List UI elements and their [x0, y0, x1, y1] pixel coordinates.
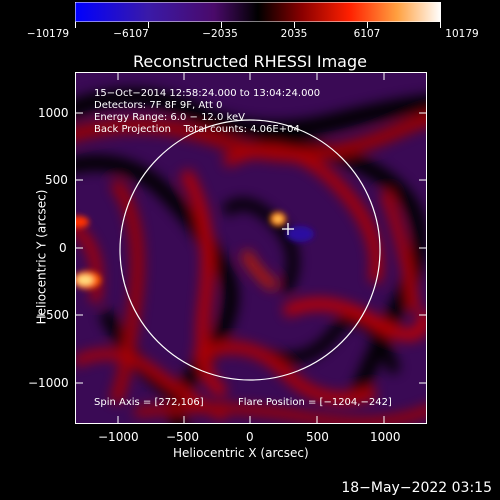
image-title: Reconstructed RHESSI Image — [133, 52, 367, 71]
x-tick-label: −1000 — [98, 430, 139, 444]
x-axis-label: Heliocentric X (arcsec) — [173, 446, 309, 460]
info-detectors: Detectors: 7F 8F 9F, Att 0 — [94, 100, 223, 111]
colorbar-tick-label: 6107 — [353, 28, 381, 40]
spin-axis-label: Spin Axis = [272,106] — [94, 397, 204, 408]
y-tick-label: −1000 — [28, 376, 69, 390]
y-axis-label: Heliocentric Y (arcsec) — [34, 189, 49, 325]
colorbar-tick-label: 2035 — [280, 28, 308, 40]
y-tick-label: 500 — [45, 173, 68, 187]
x-tick-label: −500 — [166, 430, 199, 444]
y-tick-label: 1000 — [38, 106, 69, 120]
colorbar-tick-label: 10179 — [445, 28, 479, 40]
colorbar-gradient — [75, 2, 441, 22]
colorbar-tick-label: −10179 — [26, 28, 70, 40]
x-tick-label: 500 — [306, 430, 329, 444]
colorbar-tick-label: −2035 — [202, 28, 238, 40]
x-tick-label: 0 — [246, 430, 254, 444]
info-time-range: 15−Oct−2014 12:58:24.000 to 13:04:24.000 — [94, 88, 321, 99]
rhessi-image — [75, 72, 427, 424]
info-energy-range: Energy Range: 6.0 − 12.0 keV — [94, 112, 245, 123]
y-tick-label: 0 — [59, 241, 67, 255]
flare-position-label: Flare Position = [−1204,−242] — [238, 397, 392, 408]
x-tick-label: 1000 — [370, 430, 401, 444]
colorbar-tick-label: −6107 — [113, 28, 149, 40]
y-tick-label: −500 — [36, 308, 69, 322]
info-method-counts: Back Projection Total counts: 4.06E+04 — [94, 124, 300, 135]
timestamp-footer: 18−May−2022 03:15 — [341, 480, 492, 496]
